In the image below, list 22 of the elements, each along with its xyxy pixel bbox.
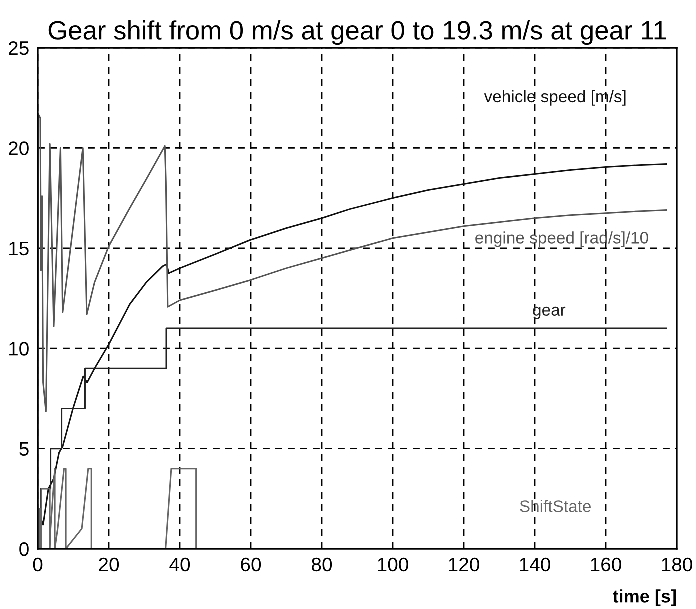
x-tick-label: 160 xyxy=(591,558,622,572)
x-tick-label: 80 xyxy=(312,558,332,572)
x-tick-label: 100 xyxy=(378,558,408,572)
y-tick-label: 20 xyxy=(9,142,29,156)
series-label: engine speed [rad/s]/10 xyxy=(476,232,648,248)
x-axis-title: time [s] xyxy=(613,590,676,606)
x-tick-label: 180 xyxy=(662,558,692,572)
series-label: gear xyxy=(533,306,566,320)
x-tick-label: 140 xyxy=(520,558,550,572)
y-tick-label: 15 xyxy=(10,242,29,256)
x-tick-label: 0 xyxy=(33,558,43,572)
text: ShiftState xyxy=(520,500,591,512)
x-tick-label: 40 xyxy=(170,558,190,572)
y-tick-label: 0 xyxy=(20,542,29,556)
y-tick-label: 25 xyxy=(9,41,29,56)
x-tick-label: 120 xyxy=(449,558,480,572)
x-tick-label: 20 xyxy=(99,558,120,572)
chart-title: Gear shift from 0 m/s at gear 0 to 19.3 m/s at gear 11 xyxy=(48,20,666,46)
y-tick-label: 10 xyxy=(10,342,29,356)
text: vehicle speed [m/s] xyxy=(484,90,626,106)
y-tick-label: 5 xyxy=(20,442,29,456)
x-tick-label: 60 xyxy=(241,558,262,572)
